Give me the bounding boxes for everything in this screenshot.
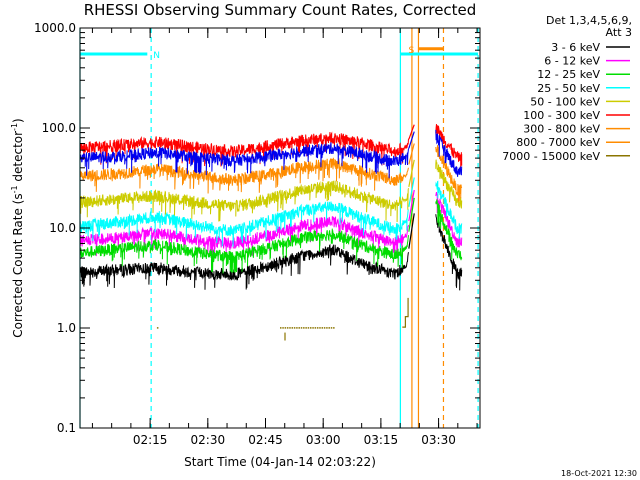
footer-date: 18-Oct-2021 12:30 bbox=[561, 469, 637, 478]
legend-label-4: 50 - 100 keV bbox=[530, 95, 600, 108]
series-8-point bbox=[326, 327, 328, 329]
legend-label-5: 100 - 300 keV bbox=[523, 109, 600, 122]
y-axis-label-main: Corrected Count Rate (s bbox=[11, 193, 25, 337]
plot-area: NS bbox=[79, 28, 479, 428]
series-5-line-1 bbox=[435, 124, 463, 169]
y-axis-label: Corrected Count Rate (s-1 detector-1) bbox=[10, 118, 25, 337]
series-8-line bbox=[402, 297, 409, 328]
series-8-point bbox=[333, 327, 335, 329]
y-tick-label-2: 10.0 bbox=[49, 221, 76, 235]
series-8-point bbox=[314, 327, 317, 329]
series-4-rise bbox=[408, 159, 415, 188]
series-7 bbox=[79, 129, 463, 179]
series-8-point bbox=[286, 327, 289, 329]
series-3-line-0 bbox=[79, 201, 409, 247]
series-7-rise bbox=[408, 131, 415, 149]
y-tick-label-1: 100.0 bbox=[42, 121, 76, 135]
y-axis-label-sup2: -1 bbox=[10, 123, 19, 131]
series-3 bbox=[79, 177, 463, 247]
series-8-point bbox=[323, 327, 326, 329]
series-6-rise bbox=[408, 143, 415, 165]
series-8-point bbox=[316, 327, 319, 329]
series-1-rise bbox=[408, 189, 415, 222]
series-8-point bbox=[293, 327, 296, 329]
series-5-rise bbox=[408, 124, 415, 140]
y-tick-label-4: 0.1 bbox=[57, 421, 76, 435]
series-3-rise bbox=[408, 177, 415, 208]
legend-label-1: 6 - 12 keV bbox=[544, 55, 600, 68]
flag-bar-label-9: S bbox=[408, 46, 414, 56]
legend-label-3: 25 - 50 keV bbox=[537, 82, 600, 95]
series-5-line-0 bbox=[79, 131, 409, 167]
x-tick-label-1: 02:30 bbox=[191, 433, 226, 447]
series-0-rise bbox=[408, 213, 415, 249]
series-8-point bbox=[328, 327, 330, 329]
series-8-point bbox=[289, 327, 291, 329]
x-tick-label-5: 03:30 bbox=[421, 433, 456, 447]
series-2-line-1 bbox=[435, 199, 463, 261]
series-8-point bbox=[284, 327, 287, 329]
series-6-line-0 bbox=[79, 157, 409, 194]
series-8-point bbox=[280, 327, 282, 329]
series-8-point bbox=[291, 327, 294, 329]
series-8-point bbox=[319, 327, 321, 329]
legend-label-6: 300 - 800 keV bbox=[523, 123, 600, 136]
series-6 bbox=[79, 143, 463, 202]
flag-bar-label-7: N bbox=[153, 51, 160, 61]
series-2-line-0 bbox=[79, 228, 409, 274]
x-tick-label-4: 03:15 bbox=[364, 433, 399, 447]
series-8-point bbox=[330, 327, 333, 329]
x-tick-label-2: 02:45 bbox=[248, 433, 283, 447]
series-8 bbox=[156, 297, 409, 341]
series-8-point bbox=[307, 327, 310, 329]
legend-label-0: 3 - 6 keV bbox=[551, 41, 600, 54]
legend-label-8: 7000 - 15000 keV bbox=[502, 150, 600, 163]
axes: 1000.0 100.0 10.0 1.0 0.1 02:15 02:30 02:45 03:0… bbox=[34, 21, 481, 447]
series-1-line-0 bbox=[79, 215, 409, 260]
series-7-line-1 bbox=[435, 129, 463, 177]
legend-header-1: Att 3 bbox=[606, 26, 632, 39]
series-2 bbox=[79, 197, 463, 274]
series-8-point bbox=[296, 327, 298, 329]
y-tick-label-3: 1.0 bbox=[57, 321, 76, 335]
y-axis-label-rest: detector bbox=[11, 131, 25, 186]
legend-label-2: 12 - 25 keV bbox=[537, 68, 600, 81]
series-8-point bbox=[282, 327, 284, 329]
series-8-point bbox=[298, 327, 300, 329]
y-tick-label-0: 1000.0 bbox=[34, 21, 76, 35]
series-2-rise bbox=[408, 197, 415, 232]
series-7-line-0 bbox=[79, 142, 409, 179]
series-4-line-1 bbox=[435, 159, 463, 209]
series-8-point bbox=[156, 327, 159, 329]
chart-title: RHESSI Observing Summary Count Rates, Co… bbox=[84, 1, 477, 19]
series-4 bbox=[79, 159, 463, 223]
series-8-point bbox=[321, 327, 324, 329]
series-0-line-1 bbox=[435, 214, 463, 291]
series-8-point bbox=[305, 327, 307, 329]
x-tick-label-0: 02:15 bbox=[133, 433, 168, 447]
x-tick-label-3: 03:00 bbox=[306, 433, 341, 447]
legend-header-0: Det 1,3,4,5,6,9, bbox=[546, 14, 632, 27]
series-1 bbox=[79, 189, 463, 260]
series-0-line-0 bbox=[79, 243, 409, 290]
series-0 bbox=[79, 213, 463, 291]
series-4-line-0 bbox=[79, 180, 409, 223]
legend-label-7: 800 - 7000 keV bbox=[516, 136, 600, 149]
y-axis-label-end: ) bbox=[11, 118, 25, 123]
x-axis-label: Start Time (04-Jan-14 02:03:22) bbox=[184, 455, 376, 469]
series-8-point bbox=[310, 327, 312, 329]
series-3-line-1 bbox=[435, 180, 463, 239]
series-5 bbox=[79, 124, 463, 169]
series-1-line-1 bbox=[435, 191, 463, 248]
series-8-point bbox=[303, 327, 305, 329]
series-8-point bbox=[312, 327, 314, 329]
y-axis-label-sup1: -1 bbox=[10, 185, 19, 193]
series-6-line-1 bbox=[435, 145, 463, 202]
series-8-point bbox=[300, 327, 303, 329]
